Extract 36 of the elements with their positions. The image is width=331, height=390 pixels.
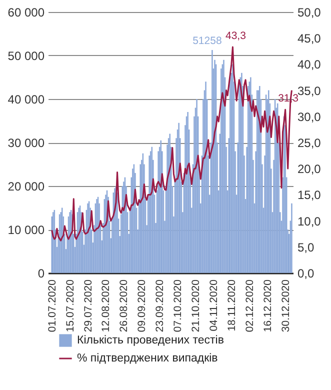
y-tick-label: 30 000 — [8, 136, 45, 150]
y2-tick-label: 5,0 — [298, 240, 315, 254]
y2-tick-label: 45,0 — [298, 32, 322, 46]
legend-label: Кількість проведених тестів — [77, 334, 224, 346]
x-tick-label: 23.09.2020 — [154, 279, 166, 332]
y-tick-label: 0 — [38, 266, 45, 280]
y-tick-label: 10 000 — [8, 223, 45, 237]
x-tick-label: 18.11.2020 — [226, 279, 238, 332]
x-tick-label: 30.12.2020 — [280, 279, 292, 332]
x-tick-label: 02.12.2020 — [244, 279, 256, 332]
y-tick-label: 50 000 — [8, 49, 45, 63]
y2-tick-label: 35,0 — [298, 84, 322, 98]
y2-tick-label: 20,0 — [298, 162, 322, 176]
x-tick-label: 04.11.2020 — [208, 279, 220, 332]
y2-tick-label: 40,0 — [298, 58, 322, 72]
data-label: 51258 — [192, 35, 222, 48]
y2-tick-label: 50,0 — [298, 6, 322, 20]
y-tick-label: 20 000 — [8, 180, 45, 194]
x-tick-label: 29.07.2020 — [82, 279, 94, 332]
y2-tick-label: 30,0 — [298, 110, 322, 124]
x-tick-label: 09.09.2020 — [136, 279, 148, 332]
y2-tick-label: 25,0 — [298, 136, 322, 150]
y2-tick-label: 0,0 — [298, 266, 315, 280]
y-tick-label: 60 000 — [8, 6, 45, 20]
legend-label: % підтверджених випадків — [77, 352, 218, 364]
x-tick-label: 01.07.2020 — [46, 279, 58, 332]
y2-tick-label: 15,0 — [298, 188, 322, 202]
x-tick-label: 21.10.2020 — [190, 279, 202, 332]
x-tick-label: 26.08.2020 — [118, 279, 130, 332]
x-tick-label: 07.10.2020 — [172, 279, 184, 332]
y-tick-label: 40 000 — [8, 92, 45, 106]
x-tick-label: 15.07.2020 — [64, 279, 76, 332]
data-label: 43,3 — [225, 30, 246, 42]
x-tick-label: 16.12.2020 — [262, 279, 274, 332]
y2-tick-label: 10,0 — [298, 214, 322, 228]
x-tick-label: 12.08.2020 — [100, 279, 112, 332]
